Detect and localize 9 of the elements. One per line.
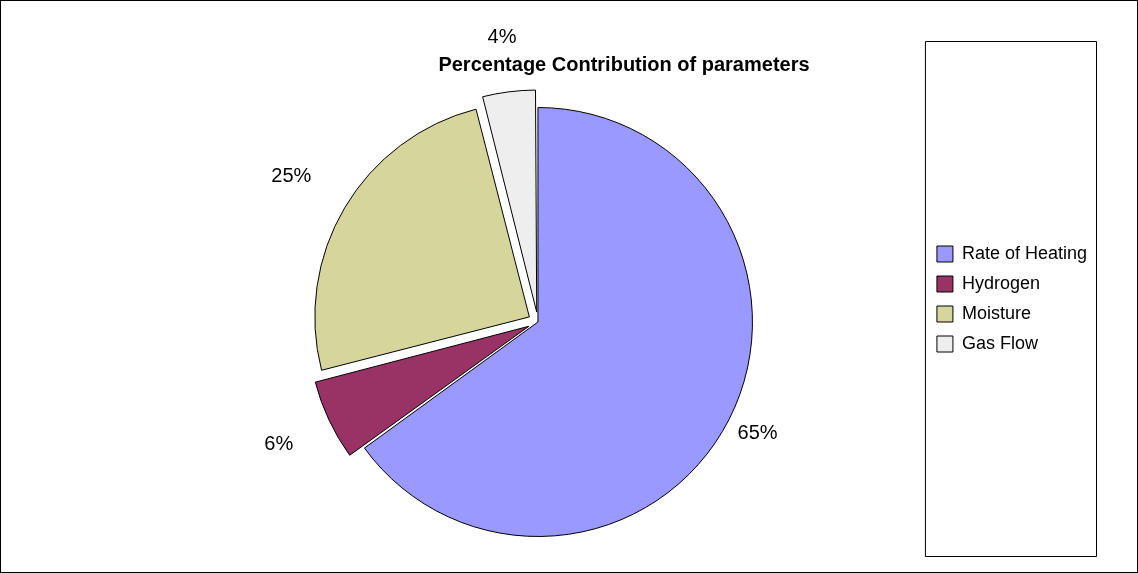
data-label: 25% (271, 163, 312, 186)
data-label: 65% (737, 421, 778, 444)
legend-label: Moisture (961, 302, 1031, 323)
legend-label: Rate of Heating (961, 242, 1087, 263)
data-label: 6% (264, 431, 294, 454)
legend-label: Hydrogen (961, 272, 1040, 293)
data-label: 4% (487, 25, 517, 48)
text: Percentage Contribution of parameters (438, 52, 810, 75)
legend-label: Gas Flow (961, 332, 1039, 353)
